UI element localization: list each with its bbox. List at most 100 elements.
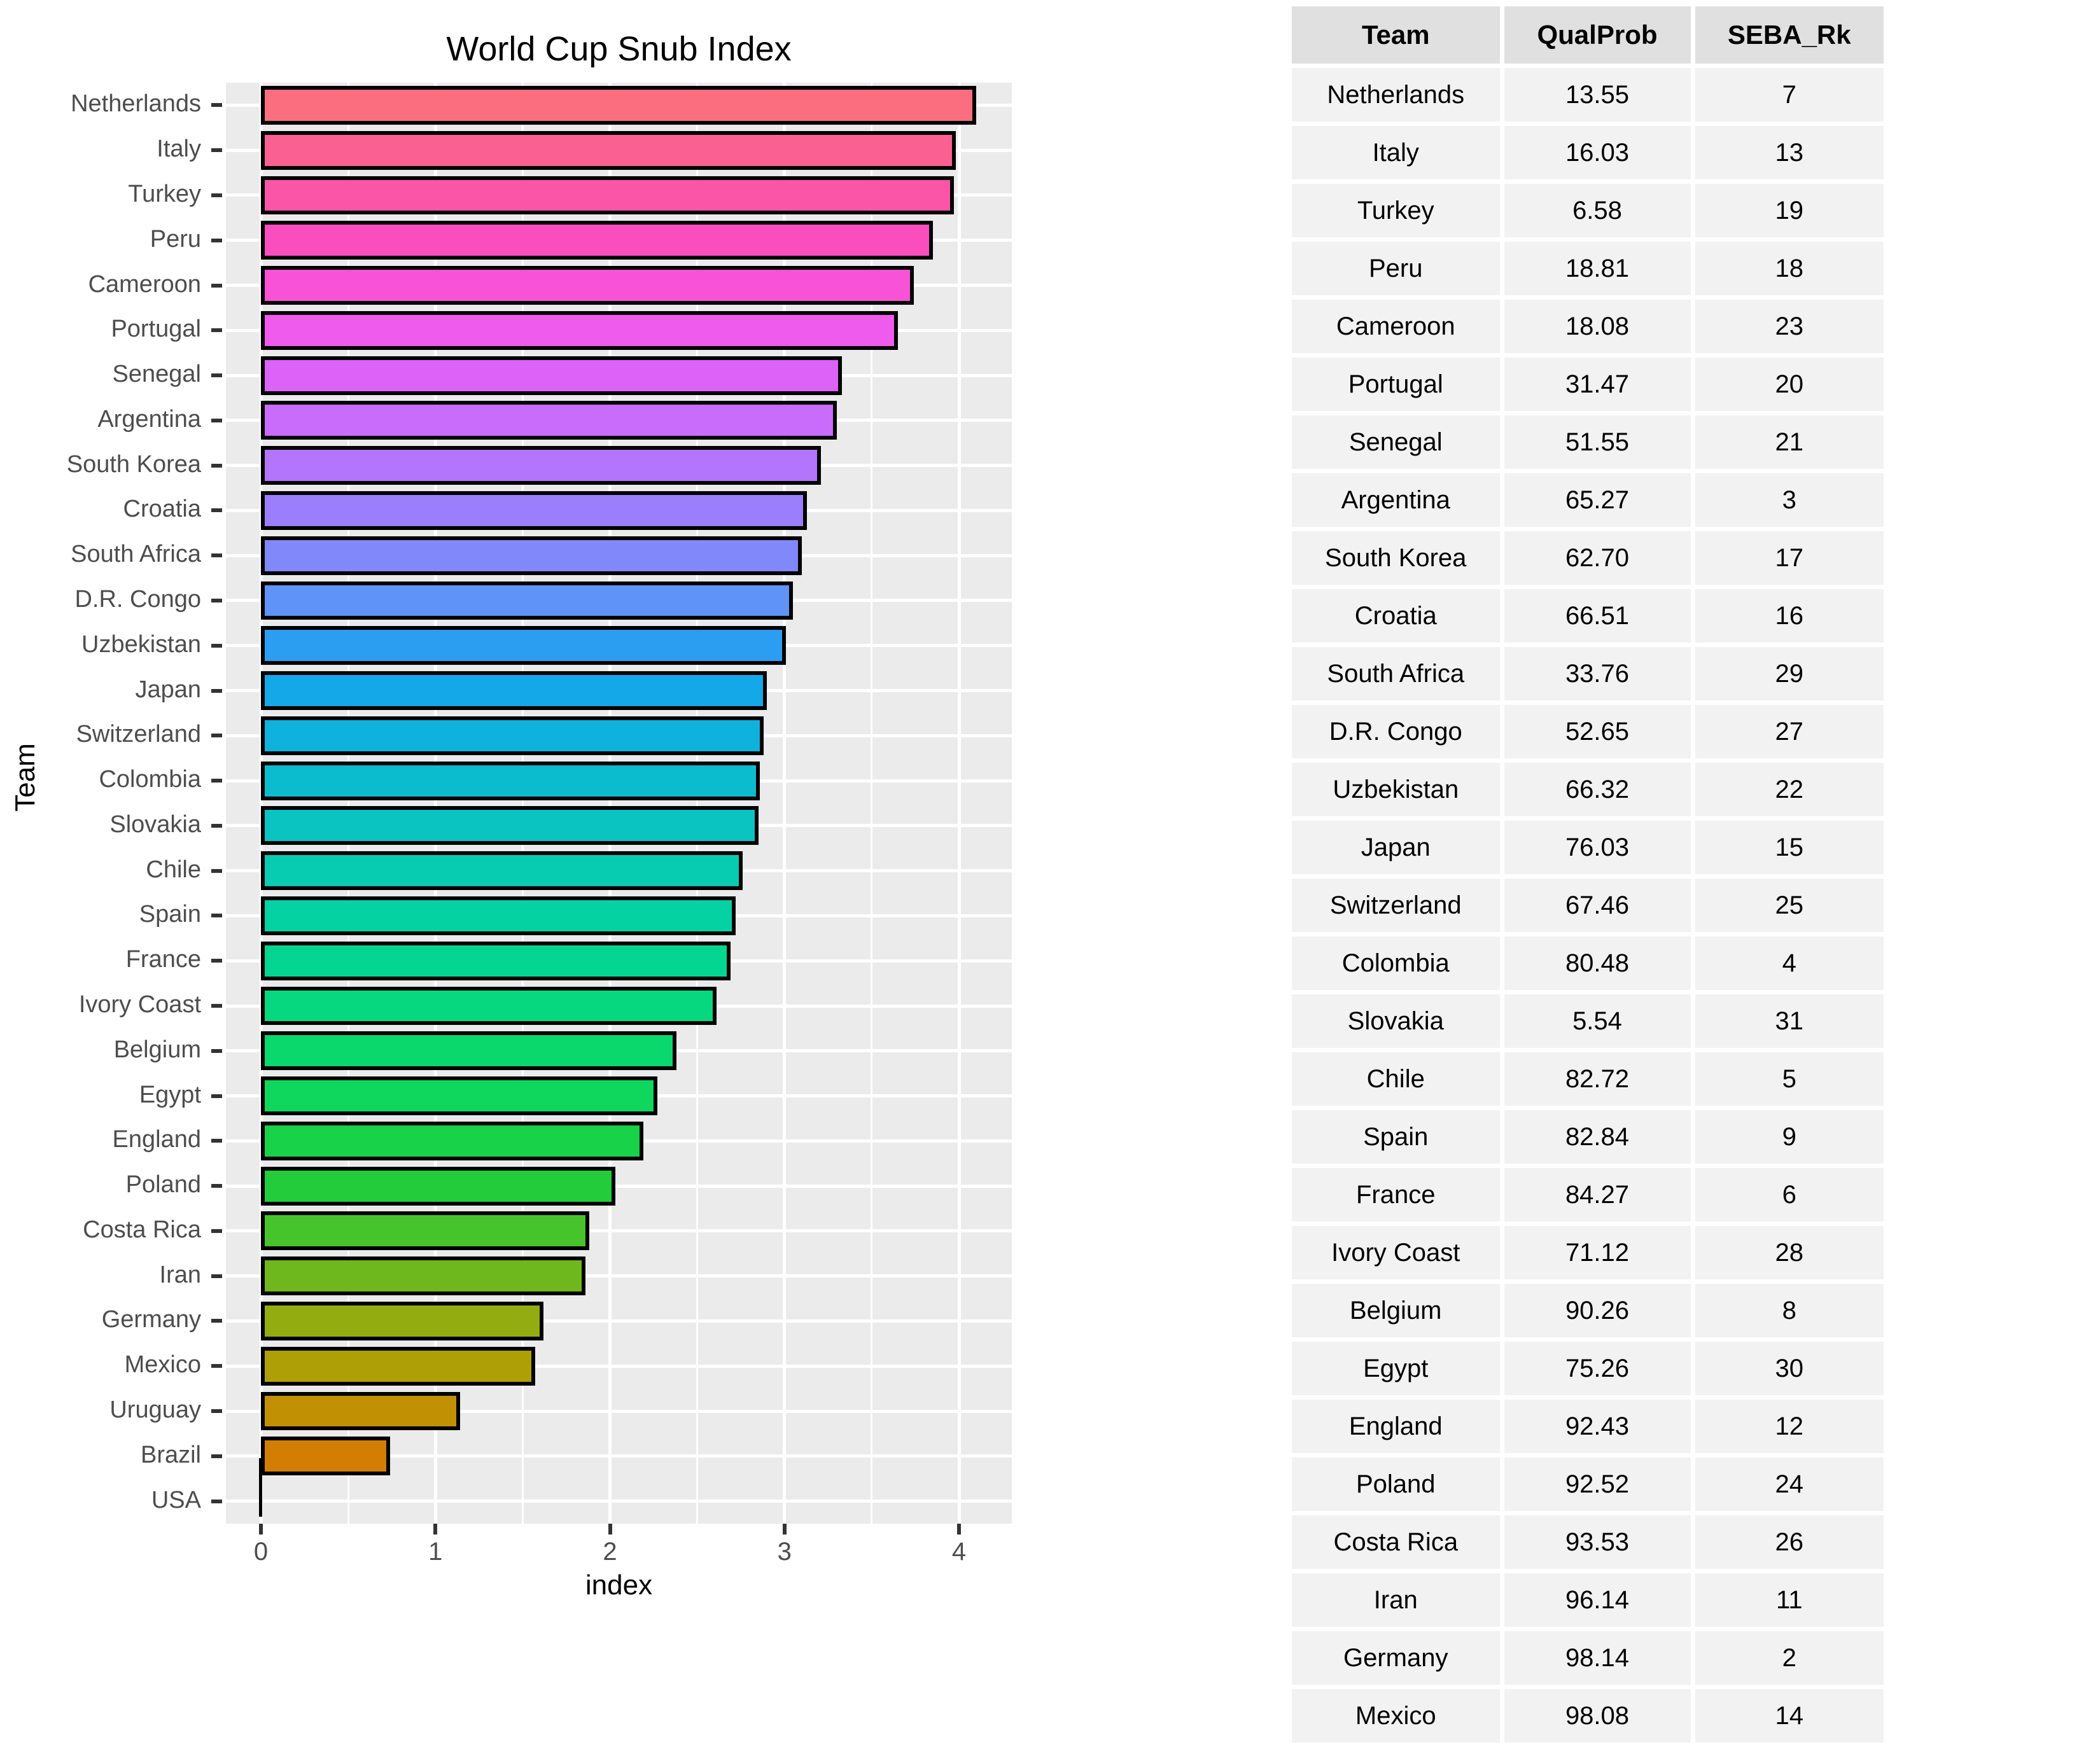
cell-team: Peru (1292, 239, 1502, 300)
x-tick-mark (782, 1524, 787, 1535)
x-tick-mark (259, 1524, 263, 1535)
grid-line-horizontal (226, 1454, 1012, 1458)
y-tick-mark (211, 418, 222, 422)
cell-qualprob: 18.81 (1499, 239, 1693, 300)
table-row: France 84.27 6 (1292, 1166, 1884, 1226)
y-tick-mark (211, 868, 222, 873)
cell-team: Netherlands (1292, 66, 1502, 126)
bar-switzerland (261, 716, 764, 755)
cell-qualprob: 93.53 (1499, 1513, 1693, 1573)
y-tick-label: England (112, 1126, 201, 1153)
bar-portugal (261, 310, 898, 350)
y-tick-mark (211, 1184, 222, 1188)
table-row: Belgium 90.26 8 (1292, 1281, 1884, 1342)
cell-qualprob: 82.72 (1499, 1050, 1693, 1110)
y-tick-label: Cameroon (88, 270, 201, 298)
grid-line-vertical-minor (871, 83, 873, 1524)
table-row: England 92.43 12 (1292, 1397, 1884, 1458)
table-row: Germany 98.14 2 (1292, 1629, 1884, 1689)
bar-south-africa (261, 536, 802, 575)
bar-ivory-coast (261, 986, 717, 1026)
x-axis: 0 1 2 3 4 (226, 1524, 1012, 1606)
cell-team: Chile (1292, 1050, 1502, 1110)
grid-line-horizontal (226, 1184, 1012, 1188)
cell-seba-rk: 29 (1690, 644, 1884, 705)
cell-qualprob: 75.26 (1499, 1339, 1693, 1400)
x-tick-mark (608, 1524, 612, 1535)
table-row: South Korea 62.70 17 (1292, 529, 1884, 589)
cell-team: Senegal (1292, 413, 1502, 473)
y-tick-mark (211, 1499, 222, 1503)
y-axis-tick-marks (0, 83, 226, 1524)
cell-team: England (1292, 1397, 1502, 1458)
stats-table-figure: Team QualProb SEBA_Rk Netherlands 13.55 7 I… (1292, 6, 1884, 1747)
y-tick-label: Chile (146, 856, 201, 883)
bar-cameroon (261, 266, 914, 305)
bar-argentina (261, 401, 837, 440)
cell-seba-rk: 28 (1690, 1223, 1884, 1284)
cell-qualprob: 71.12 (1499, 1223, 1693, 1284)
zero-baseline (259, 1458, 262, 1517)
column-header-qualprob: QualProb (1499, 6, 1693, 68)
cell-seba-rk: 11 (1690, 1571, 1884, 1631)
y-tick-label: Switzerland (76, 721, 201, 748)
table-row: Cameroon 18.08 23 (1292, 297, 1884, 358)
grid-line-vertical-major (608, 83, 612, 1524)
bar-brazil (261, 1437, 390, 1476)
cell-seba-rk: 9 (1690, 1108, 1884, 1168)
cell-team: Spain (1292, 1108, 1502, 1168)
table-row: Uzbekistan 66.32 22 (1292, 760, 1884, 821)
cell-seba-rk: 14 (1690, 1687, 1884, 1747)
y-tick-mark (211, 1319, 222, 1323)
y-tick-label: Italy (157, 136, 201, 163)
y-tick-mark (211, 1048, 222, 1053)
y-tick-mark (211, 914, 222, 918)
y-tick-mark (211, 688, 222, 693)
grid-line-horizontal (226, 1229, 1012, 1233)
cell-team: Cameroon (1292, 297, 1502, 358)
table-row: Egypt 75.26 30 (1292, 1339, 1884, 1400)
table-row: Japan 76.03 15 (1292, 818, 1884, 879)
y-tick-mark (211, 373, 222, 378)
y-tick-mark (211, 553, 222, 558)
bar-poland (261, 1166, 615, 1206)
bar-iran (261, 1256, 586, 1296)
cell-team: Iran (1292, 1571, 1502, 1631)
cell-team: Switzerland (1292, 876, 1502, 936)
cell-qualprob: 66.32 (1499, 760, 1693, 821)
y-tick-label: South Korea (66, 450, 201, 478)
cell-seba-rk: 21 (1690, 413, 1884, 473)
y-tick-mark (211, 463, 222, 468)
cell-qualprob: 33.76 (1499, 644, 1693, 705)
grid-line-horizontal (226, 1274, 1012, 1278)
table-row: Switzerland 67.46 25 (1292, 876, 1884, 936)
plot-panel (226, 83, 1012, 1524)
cell-qualprob: 31.47 (1499, 355, 1693, 415)
bar-costa-rica (261, 1211, 589, 1251)
cell-qualprob: 66.51 (1499, 587, 1693, 647)
bar-france (261, 941, 731, 980)
y-tick-label: USA (151, 1486, 201, 1514)
bar-chart-figure: World Cup Snub Index Netherlands Italy Tur… (0, 0, 1082, 1622)
y-axis-title: Team (10, 743, 41, 812)
bar-spain (261, 896, 736, 935)
bar-england (261, 1121, 643, 1160)
cell-team: South Korea (1292, 529, 1502, 589)
table-row: Slovakia 5.54 31 (1292, 992, 1884, 1052)
cell-seba-rk: 30 (1690, 1339, 1884, 1400)
table-row: Iran 96.14 11 (1292, 1571, 1884, 1631)
y-tick-label: Uruguay (109, 1396, 201, 1424)
cell-seba-rk: 26 (1690, 1513, 1884, 1573)
y-tick-mark (211, 148, 222, 153)
cell-team: Portugal (1292, 355, 1502, 415)
y-tick-label: Netherlands (71, 90, 201, 118)
bar-uzbekistan (261, 626, 787, 665)
bar-germany (261, 1302, 544, 1340)
y-tick-label: France (125, 946, 201, 973)
grid-line-vertical-major (783, 83, 787, 1524)
bar-italy (261, 130, 956, 170)
table-row: Turkey 6.58 19 (1292, 181, 1884, 242)
cell-seba-rk: 13 (1690, 123, 1884, 184)
cell-team: Colombia (1292, 934, 1502, 994)
cell-qualprob: 6.58 (1499, 181, 1693, 242)
